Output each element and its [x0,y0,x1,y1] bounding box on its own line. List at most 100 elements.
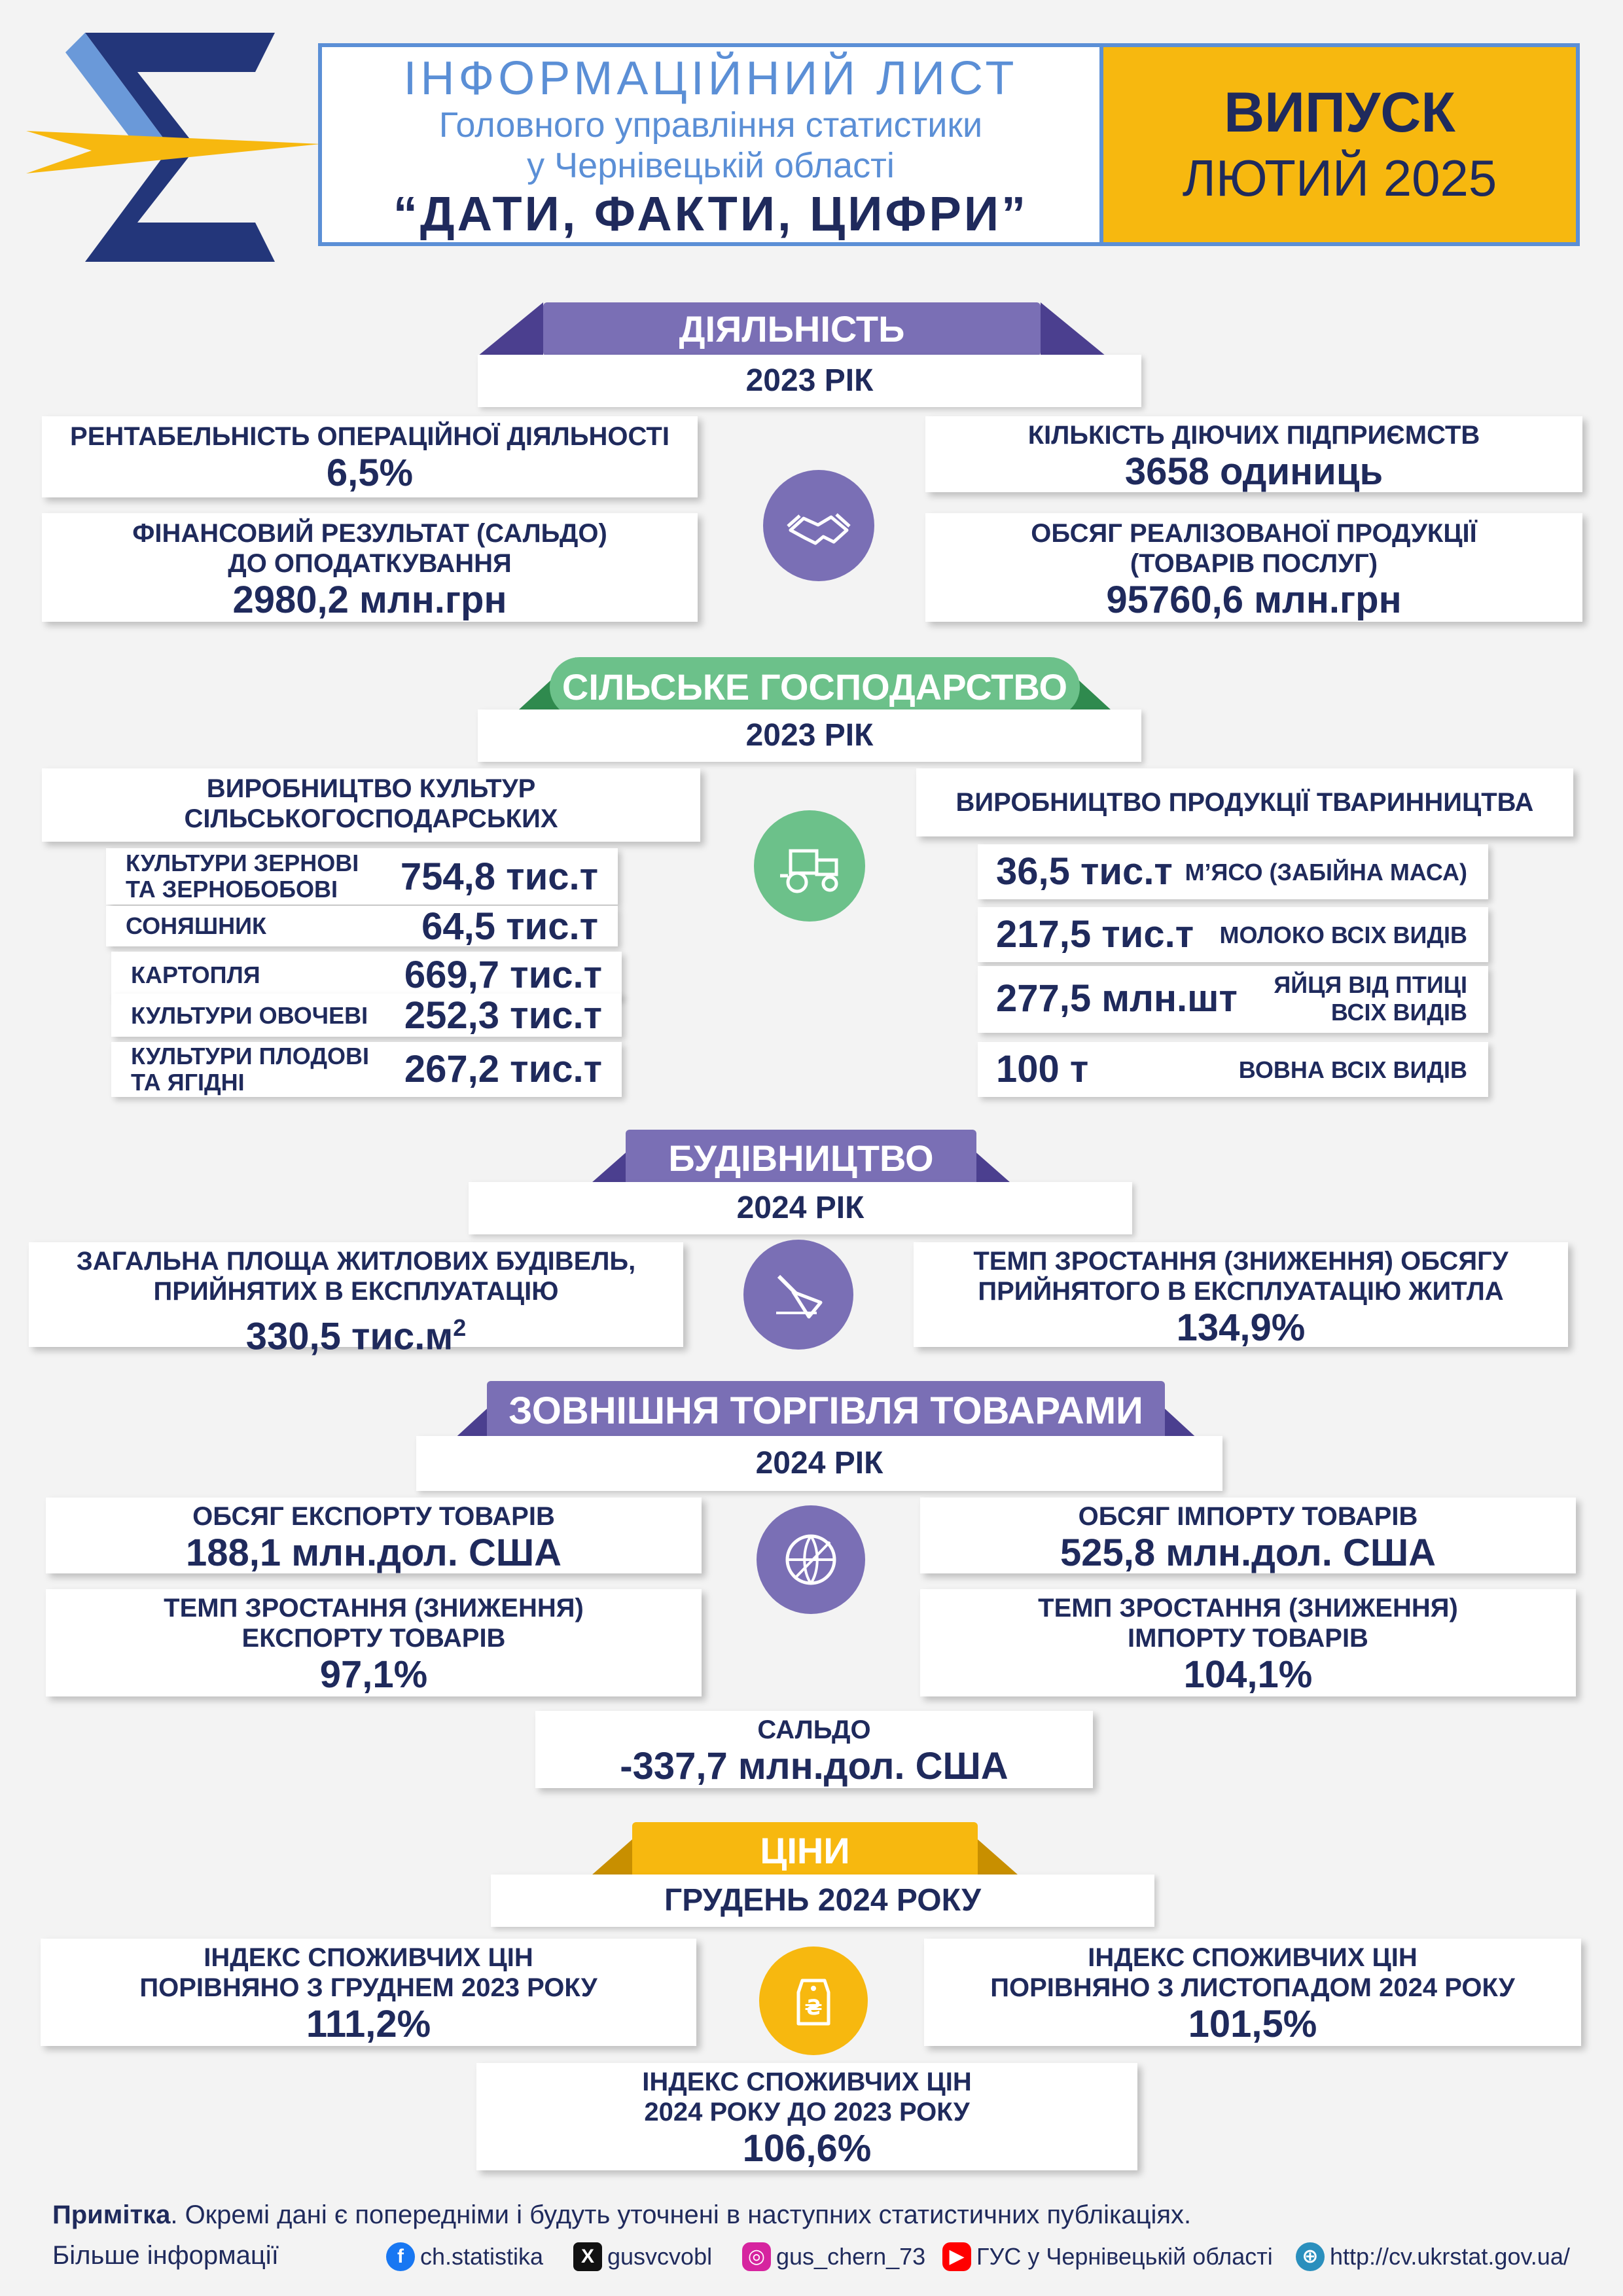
card-label: ІНДЕКС СПОЖИВЧИХ ЦІН [642,2068,972,2096]
section-title-enterprises: ДІЯЛЬНІСТЬ ПІДПРИЄМСТВ [543,302,1041,403]
list-item: 217,5 тис.т МОЛОКО ВСІХ ВИДІВ [978,907,1488,962]
list-item: 100 т ВОВНА ВСІХ ВИДІВ [978,1042,1488,1097]
price-tag-icon: ₴ [759,1946,868,2055]
youtube-channel: ГУС у Чернівецькій області [976,2243,1273,2270]
year-trade: 2024 РІК [416,1436,1222,1491]
card-value: -337,7 млн.дол. США [620,1745,1008,1787]
instagram-icon: ◎ [742,2242,771,2271]
card-label: ІНДЕКС СПОЖИВЧИХ ЦІН [1088,1943,1418,1972]
social-facebook[interactable]: f ch.statistika [386,2242,543,2271]
animal-label: М’ЯСО (ЗАБІЙНА МАСА) [1185,859,1467,886]
crop-value: 267,2 тис.т [404,1048,602,1090]
card-value: 101,5% [1188,2003,1317,2045]
social-website[interactable]: ⊕ http://cv.ukrstat.gov.ua/ [1296,2242,1570,2271]
card-value: 6,5% [326,452,414,494]
card-value: 525,8 млн.дол. США [1060,1532,1436,1574]
card-trade-balance: САЛЬДО -337,7 млн.дол. США [535,1711,1093,1788]
card-value: 97,1% [319,1653,428,1696]
youtube-icon: ▶ [942,2242,971,2271]
animals-header: ВИРОБНИЦТВО ПРОДУКЦІЇ ТВАРИННИЦТВА [916,768,1573,836]
issue-date: ЛЮТИЙ 2025 [1182,149,1497,207]
section-title-construction: БУДІВНИЦТВО [626,1130,976,1187]
card-label: 2024 РОКУ до 2023 РОКУ [644,2098,970,2126]
handshake-icon [763,470,874,581]
animal-label: ВОВНА ВСІХ ВИДІВ [1239,1056,1467,1084]
card-value-sup: 2 [453,1314,467,1341]
card-enterprise-count: КІЛЬКІСТЬ ДІЮЧИХ ПІДПРИЄМСТВ 3658 одиниц… [925,416,1582,493]
header-title: ІНФОРМАЦІЙНИЙ ЛИСТ [403,52,1018,105]
animal-value: 100 т [996,1048,1089,1090]
card-import: ОБСЯГ ІМПОРТУ ТОВАРІВ 525,8 млн.дол. США [920,1498,1576,1574]
animal-label-text: ВСІХ ВИДІВ [1330,999,1467,1026]
card-label: ЕКСПОРТУ ТОВАРІВ [241,1624,506,1653]
list-item: КУЛЬТУРИ ПЛОДОВІ ТА ЯГІДНІ 267,2 тис.т [111,1042,622,1097]
card-housing-area: ЗАГАЛЬНА ПЛОЩА ЖИТЛОВИХ БУДІВЕЛЬ, ПРИЙНЯ… [29,1242,683,1357]
footnote-text: . Окремі дані є попередніми і будуть уто… [170,2200,1192,2229]
card-label: ОБСЯГ РЕАЛІЗОВАНОЇ ПРОДУКЦІЇ [1031,519,1477,548]
section-ribbon-construction: БУДІВНИЦТВО [586,1130,1016,1187]
header-slogan: “ДАТИ, ФАКТИ, ЦИФРИ” [393,187,1029,241]
card-label: РЕНТАБЕЛЬНІСТЬ ОПЕРАЦІЙНОЇ ДІЯЛЬНОСТІ [70,422,669,451]
section-ribbon-trade: ЗОВНІШНЯ ТОРГІВЛЯ ТОВАРАМИ [452,1381,1200,1441]
animal-value: 217,5 тис.т [996,913,1194,956]
card-value-text: 330,5 тис.м [245,1315,454,1358]
social-youtube[interactable]: ▶ ГУС у Чернівецькій області [942,2242,1273,2271]
crops-header-line1: ВИРОБНИЦТВО КУЛЬТУР [206,774,536,803]
crop-value: 669,7 тис.т [404,954,602,996]
card-label: ТЕМП ЗРОСТАННЯ (ЗНИЖЕННЯ) [164,1594,584,1623]
card-import-rate: ТЕМП ЗРОСТАННЯ (ЗНИЖЕННЯ) ІМПОРТУ ТОВАРІ… [920,1589,1576,1696]
card-label: ІМПОРТУ ТОВАРІВ [1128,1624,1368,1653]
year-prices: ГРУДЕНЬ 2024 РОКУ [491,1874,1154,1927]
issue-label: ВИПУСК [1224,81,1455,144]
card-label: ФІНАНСОВИЙ РЕЗУЛЬТАТ (САЛЬДО) [132,519,607,548]
animal-label: МОЛОКО ВСІХ ВИДІВ [1220,922,1468,949]
crop-value: 252,3 тис.т [404,994,602,1037]
instagram-handle: gus_chern_73 [776,2243,926,2270]
social-instagram[interactable]: ◎ gus_chern_73 [742,2242,925,2271]
facebook-handle: ch.statistika [420,2243,544,2270]
footnote-bold: Примітка [52,2200,171,2229]
animal-label-text: МОЛОКО ВСІХ ВИДІВ [1219,922,1468,948]
animal-label-text: ВОВНА ВСІХ ВИДІВ [1238,1056,1467,1083]
card-value: 104,1% [1183,1653,1313,1696]
year-construction: 2024 РІК [469,1182,1132,1234]
card-label: ІНДЕКС СПОЖИВЧИХ ЦІН [204,1943,533,1972]
crop-label: ТА ЗЕРНОБОБОВІ [126,876,338,903]
issue-box: ВИПУСК ЛЮТИЙ 2025 [1103,43,1580,246]
card-cpi-december: ІНДЕКС СПОЖИВЧИХ ЦІН ПОРІВНЯНО З ГРУДНЕМ… [41,1939,696,2046]
list-item: КАРТОПЛЯ 669,7 тис.т [111,952,622,999]
card-value: 111,2% [306,2003,431,2045]
header-title-box: ІНФОРМАЦІЙНИЙ ЛИСТ Головного управління … [318,43,1103,246]
crop-label: СОНЯШНИК [126,912,266,939]
crop-label: КУЛЬТУРИ ПЛОДОВІ [131,1043,369,1069]
header-subtitle-2: у Чернівецькій області [527,146,895,185]
card-label: ДО ОПОДАТКУВАННЯ [228,549,512,578]
animal-label-text: М’ЯСО (ЗАБІЙНА МАСА) [1185,859,1467,886]
card-financial-result: ФІНАНСОВИЙ РЕЗУЛЬТАТ (САЛЬДО) ДО ОПОДАТК… [42,513,698,622]
card-label: КІЛЬКІСТЬ ДІЮЧИХ ПІДПРИЄМСТВ [1027,421,1480,450]
card-label: ПРИЙНЯТИХ В ЕКСПЛУАТАЦІЮ [153,1277,559,1306]
crop-label: КУЛЬТУРИ ОВОЧЕВІ [131,1002,368,1029]
list-item: КУЛЬТУРИ ЗЕРНОВІ ТА ЗЕРНОБОБОВІ 754,8 ти… [106,848,618,905]
card-label: ОБСЯГ ЕКСПОРТУ ТОВАРІВ [192,1502,555,1531]
animal-label: ЯЙЦЯ ВІД ПТИЦІ ВСІХ ВИДІВ [1274,971,1467,1026]
footnote: Примітка. Окремі дані є попередніми і бу… [52,2200,1191,2230]
card-label: ОБСЯГ ІМПОРТУ ТОВАРІВ [1078,1502,1418,1531]
card-label: ТЕМП ЗРОСТАННЯ (ЗНИЖЕННЯ) [1038,1594,1458,1623]
list-item: СОНЯШНИК 64,5 тис.т [106,905,618,948]
card-sales-volume: ОБСЯГ РЕАЛІЗОВАНОЇ ПРОДУКЦІЇ (ТОВАРІВ ПО… [925,513,1582,622]
facebook-icon: f [386,2242,415,2271]
crops-header-line2: СІЛЬСЬКОГОСПОДАРСЬКИХ [184,804,558,833]
year-agriculture: 2023 РІК [478,709,1141,762]
card-export-rate: ТЕМП ЗРОСТАННЯ (ЗНИЖЕННЯ) ЕКСПОРТУ ТОВАР… [46,1589,702,1696]
card-profitability: РЕНТАБЕЛЬНІСТЬ ОПЕРАЦІЙНОЇ ДІЯЛЬНОСТІ 6,… [42,416,698,497]
card-housing-rate: ТЕМП ЗРОСТАННЯ (ЗНИЖЕННЯ) ОБСЯГУ ПРИЙНЯТ… [914,1242,1568,1349]
card-label: ПОРІВНЯНО З ГРУДНЕМ 2023 РОКУ [139,1973,597,2002]
animals-header-label: ВИРОБНИЦТВО ПРОДУКЦІЇ ТВАРИННИЦТВА [955,788,1534,817]
social-x[interactable]: X gusvcvobl [573,2242,712,2271]
animal-value: 277,5 млн.шт [996,977,1238,1020]
card-cpi-november: ІНДЕКС СПОЖИВЧИХ ЦІН ПОРІВНЯНО З ЛИСТОПА… [924,1939,1581,2046]
trowel-icon [743,1240,853,1350]
svg-text:₴: ₴ [804,1995,823,2020]
crop-value: 754,8 тис.т [400,855,598,898]
